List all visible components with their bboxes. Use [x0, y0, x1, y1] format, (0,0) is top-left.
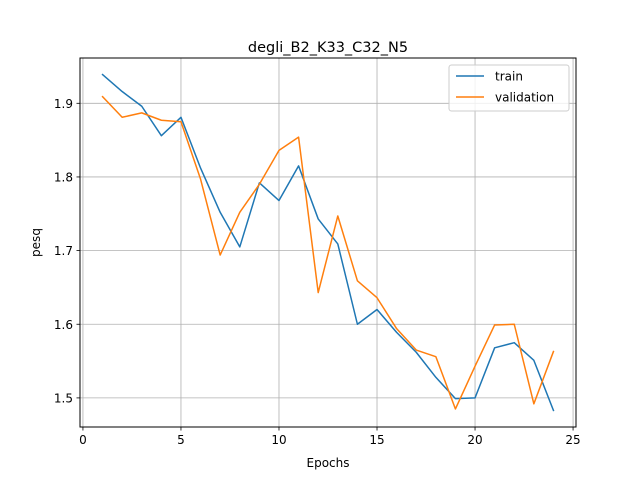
series-line-train [101, 73, 555, 412]
plot-frame [79, 57, 577, 428]
y-axis-label: pesq [29, 228, 43, 257]
x-tick-label: 5 [177, 433, 185, 447]
axis-ticks: 0 5 10 15 20 25 1.5 1.6 1.7 1.8 1.9 [54, 97, 581, 447]
x-tick-label: 25 [565, 433, 580, 447]
x-tick-label: 20 [467, 433, 482, 447]
chart-title: degli_B2_K33_C32_N5 [248, 40, 408, 56]
x-axis-label: Epochs [307, 456, 350, 470]
y-tick-label: 1.7 [54, 244, 73, 258]
y-tick-label: 1.8 [54, 170, 73, 184]
series-lines [101, 73, 555, 412]
x-tick-label: 0 [79, 433, 87, 447]
legend: train validation [448, 64, 570, 112]
legend-label-train: train [495, 70, 523, 84]
y-tick-label: 1.9 [54, 97, 73, 111]
y-tick-label: 1.6 [54, 318, 73, 332]
series-line-validation [101, 95, 555, 410]
legend-label-validation: validation [495, 91, 554, 105]
x-tick-label: 10 [271, 433, 286, 447]
y-tick-label: 1.5 [54, 391, 73, 405]
x-tick-label: 15 [369, 433, 384, 447]
